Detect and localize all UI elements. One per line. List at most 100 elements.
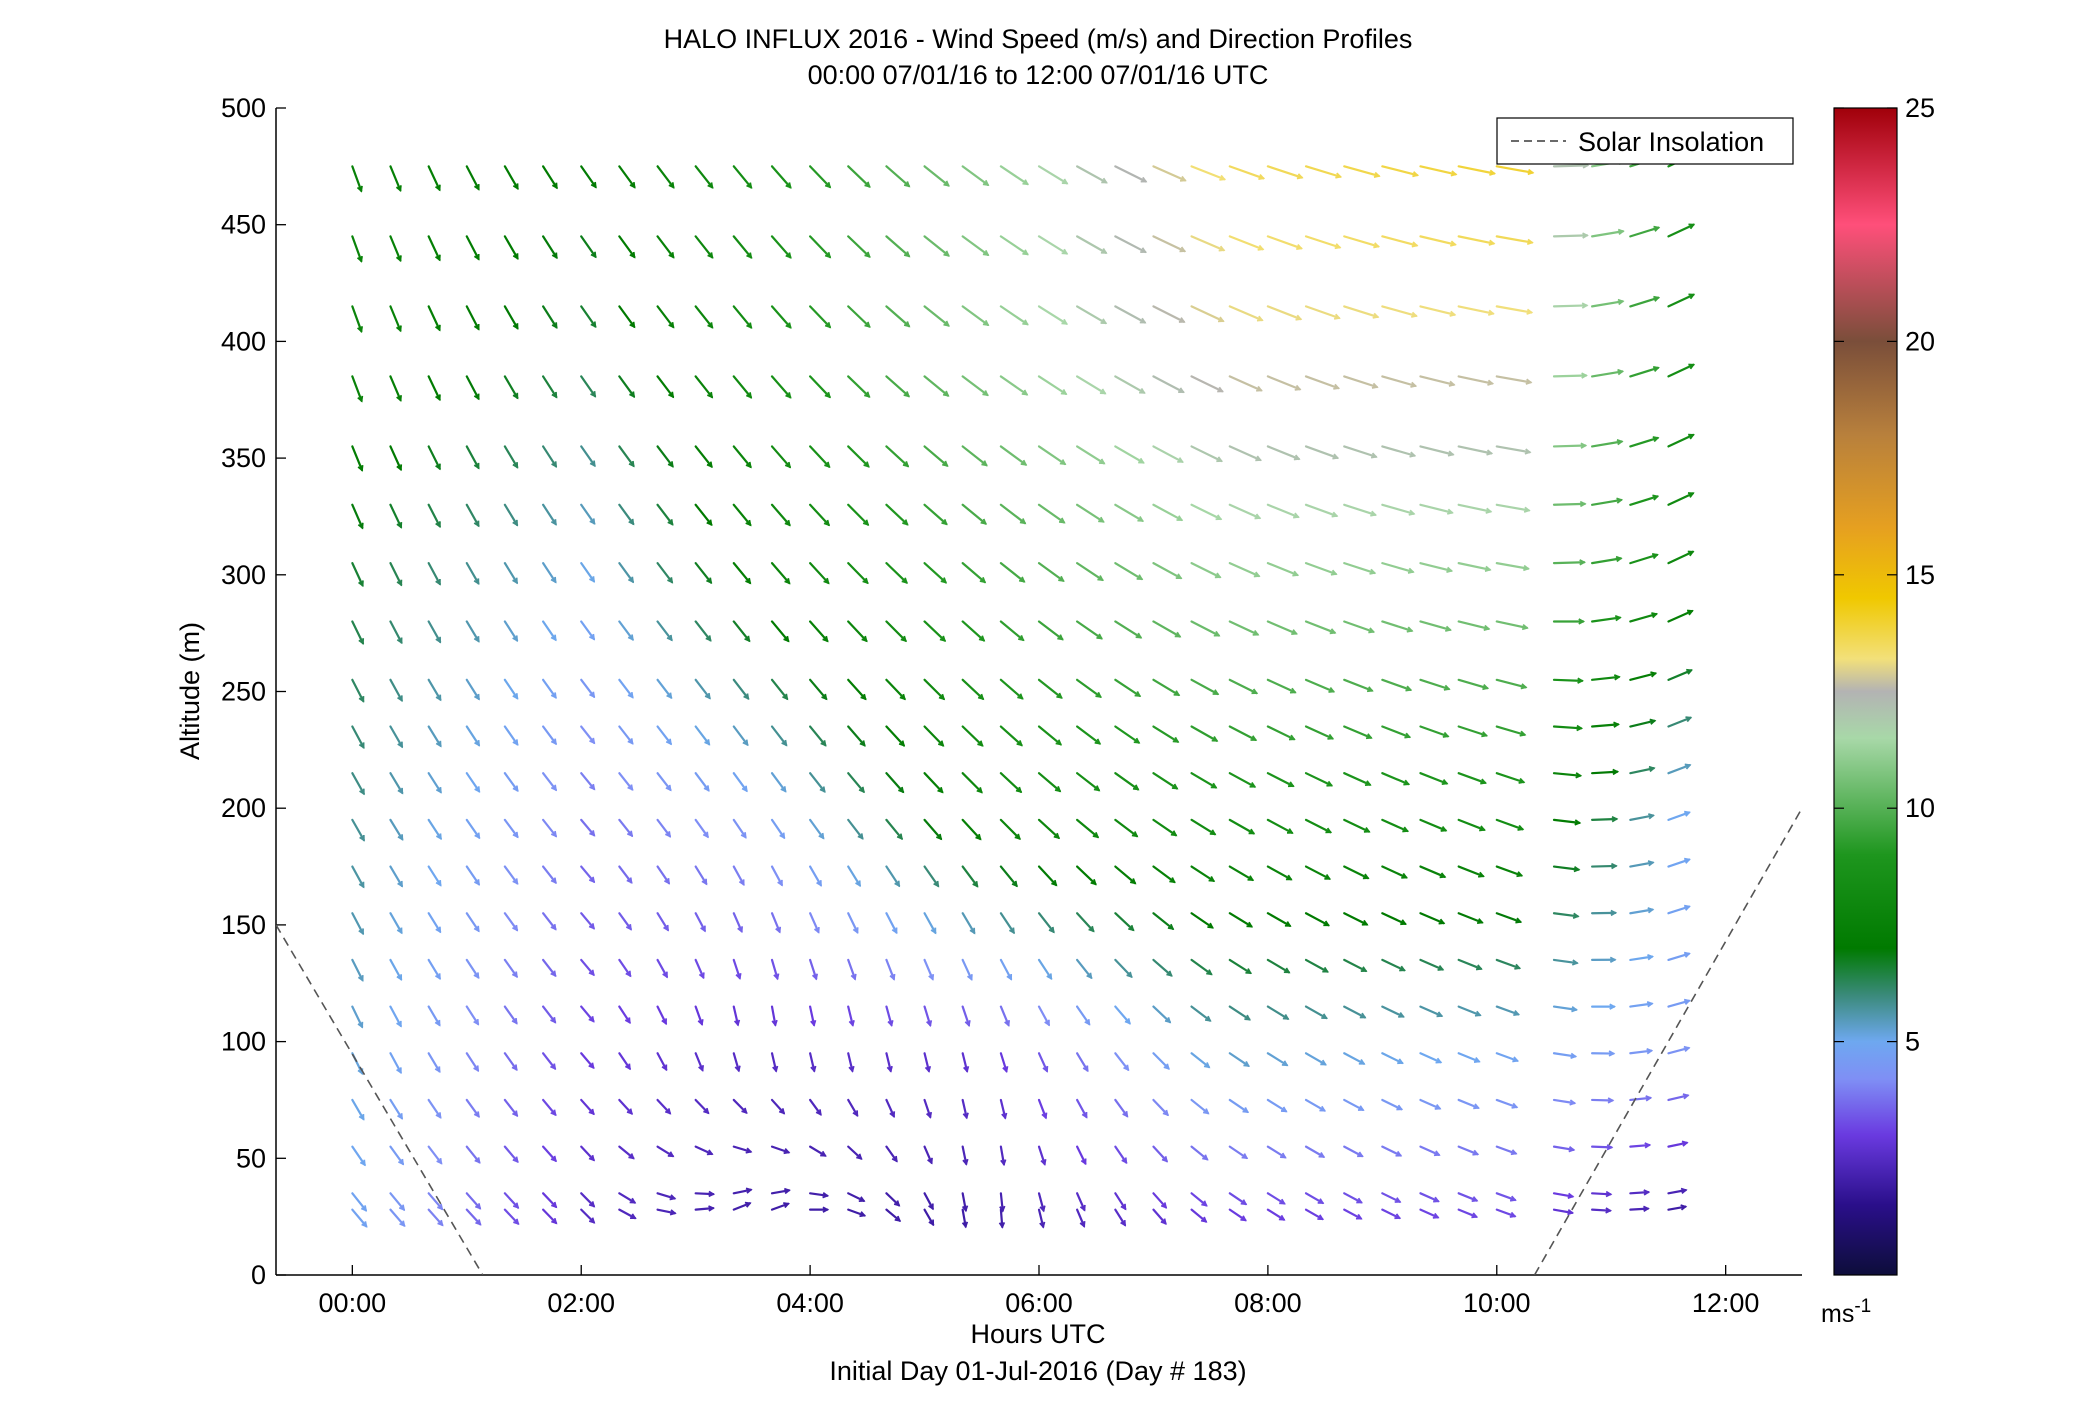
- wind-arrow: [1457, 235, 1495, 245]
- wind-arrow: [1114, 562, 1143, 581]
- wind-arrow-head: [1138, 457, 1145, 464]
- wind-arrow-head: [1214, 572, 1222, 579]
- colorbar-unit-base: ms: [1821, 1300, 1854, 1328]
- wind-arrow-head: [474, 1203, 482, 1210]
- wind-arrow: [1037, 305, 1068, 325]
- wind-arrow: [1037, 1052, 1049, 1073]
- wind-arrow: [1495, 1098, 1518, 1109]
- wind-arrow: [503, 503, 519, 526]
- wind-arrow: [1419, 503, 1454, 514]
- wind-arrow: [1381, 818, 1409, 833]
- wind-arrow: [1629, 495, 1659, 506]
- wind-arrow: [1495, 620, 1529, 629]
- wind-arrow-head: [551, 252, 558, 260]
- wind-arrow-head: [903, 321, 911, 328]
- wind-arrow-head: [1217, 386, 1224, 393]
- wind-arrow: [1076, 912, 1095, 933]
- wind-arrow-head: [1518, 777, 1526, 784]
- wind-arrow-head: [1399, 965, 1406, 972]
- solar-insolation-line: [276, 807, 1802, 1275]
- wind-arrow-head: [1017, 693, 1024, 700]
- wind-arrow-head: [1327, 733, 1335, 740]
- wind-arrow: [1457, 562, 1491, 571]
- wind-arrow-head: [626, 830, 634, 838]
- wind-arrow: [389, 772, 404, 794]
- wind-arrow: [427, 1005, 441, 1027]
- wind-arrow-head: [1366, 686, 1374, 693]
- wind-arrow: [542, 562, 557, 584]
- wind-arrow-head: [707, 252, 714, 259]
- wind-arrow-head: [1332, 453, 1340, 460]
- wind-arrow-head: [434, 184, 441, 192]
- wind-arrow: [389, 725, 404, 748]
- wind-arrow-head: [1169, 877, 1176, 884]
- wind-arrow-head: [1681, 1140, 1689, 1147]
- colorbar-unit-exponent: -1: [1854, 1296, 1871, 1317]
- wind-arrow: [1343, 1005, 1366, 1019]
- y-axis-label: Altitude (m): [175, 622, 205, 760]
- wind-arrow: [999, 620, 1025, 642]
- wind-arrow: [1343, 305, 1379, 319]
- wind-arrow: [618, 1208, 637, 1220]
- wind-arrow-head: [667, 577, 674, 584]
- wind-arrow: [809, 1145, 827, 1157]
- wind-arrow: [389, 678, 403, 702]
- wind-arrow-head: [1331, 511, 1339, 518]
- wind-arrow: [1266, 305, 1302, 321]
- wind-arrow: [1667, 609, 1694, 623]
- wind-arrow-head: [1174, 631, 1182, 638]
- wind-arrow: [503, 912, 519, 932]
- wind-arrow-head: [1412, 171, 1420, 178]
- wind-arrow: [1343, 562, 1376, 575]
- wind-arrow-head: [1212, 689, 1220, 695]
- wind-arrow: [809, 678, 828, 700]
- wind-arrow-head: [961, 1205, 969, 1213]
- wind-arrow-head: [1617, 368, 1625, 376]
- wind-arrow: [465, 305, 480, 331]
- wind-arrow-head: [746, 182, 753, 189]
- wind-arrow-head: [733, 1019, 741, 1027]
- wind-arrow: [961, 1005, 971, 1027]
- wind-arrow: [1552, 561, 1586, 565]
- wind-arrow-head: [550, 970, 557, 978]
- wind-arrow-head: [1683, 998, 1691, 1005]
- wind-arrow-head: [771, 1019, 778, 1027]
- wind-arrow-head: [589, 518, 596, 525]
- wind-arrow: [1190, 725, 1218, 742]
- wind-arrow: [999, 818, 1021, 840]
- y-ticks: 0 50 100 150 200 250 300 350 400 450 500: [221, 93, 286, 1290]
- wind-arrow-head: [1447, 450, 1455, 457]
- wind-arrow-head: [1133, 737, 1141, 744]
- wind-arrow: [656, 235, 675, 259]
- wind-arrow: [1076, 375, 1107, 395]
- wind-arrow: [1419, 865, 1446, 878]
- wind-arrow-head: [1055, 739, 1063, 746]
- wind-arrow: [465, 1192, 482, 1210]
- wind-arrow-head: [1647, 907, 1655, 914]
- wind-arrow: [694, 445, 713, 468]
- wind-arrow-head: [1132, 784, 1140, 791]
- wind-arrow: [656, 445, 674, 468]
- wind-arrow-head: [886, 1065, 893, 1073]
- wind-arrow-head: [1473, 1103, 1480, 1110]
- wind-arrow-head: [822, 635, 829, 643]
- wind-arrow-head: [357, 522, 364, 530]
- wind-arrow: [885, 305, 911, 328]
- wind-arrow-head: [1487, 379, 1495, 386]
- wind-arrow: [427, 165, 441, 191]
- wind-arrow: [732, 1145, 752, 1153]
- wind-arrow-head: [1204, 1015, 1212, 1022]
- wind-arrow: [1076, 562, 1104, 582]
- wind-arrow-head: [357, 326, 364, 333]
- wind-arrow: [656, 1145, 674, 1158]
- wind-arrow-head: [777, 879, 783, 887]
- wind-arrow-head: [1054, 786, 1062, 793]
- colorbar-tick-label: 20: [1905, 326, 1935, 356]
- wind-arrow-head: [1248, 828, 1256, 835]
- wind-arrow: [427, 865, 442, 887]
- wind-arrow-head: [1177, 457, 1184, 463]
- wind-arrow-head: [361, 1221, 368, 1228]
- wind-arrow-head: [550, 1017, 557, 1024]
- wind-arrow: [1629, 296, 1660, 308]
- wind-arrow: [1266, 1005, 1289, 1020]
